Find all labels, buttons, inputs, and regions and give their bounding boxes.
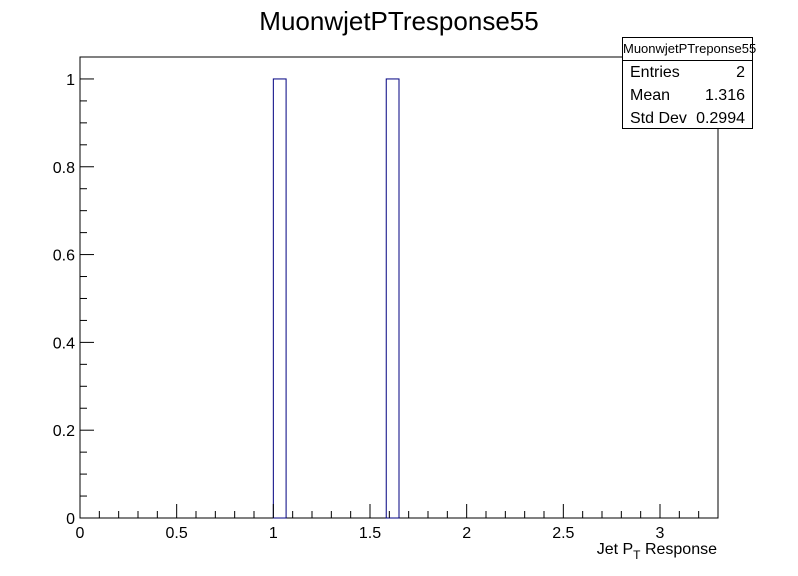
- y-tick-label: 0.2: [53, 423, 75, 440]
- x-axis: 0 0.5 1 1.5 2 2.5 3: [76, 504, 719, 542]
- stats-label: Std Dev: [630, 110, 687, 127]
- y-axis: 0 0.2 0.4 0.6 0.8 1: [53, 72, 94, 528]
- stats-box: MuonwjetPTreponse55 Entries 2 Mean 1.316…: [622, 37, 756, 130]
- stats-value: 2: [736, 64, 745, 81]
- x-tick-label: 2.5: [552, 525, 574, 542]
- stats-title: MuonwjetPTreponse55: [623, 38, 756, 61]
- stats-label: Entries: [630, 64, 680, 81]
- stats-row-mean: Mean 1.316: [623, 84, 752, 107]
- stats-row-stddev: Std Dev 0.2994: [623, 107, 752, 130]
- x-tick-label: 1: [269, 525, 278, 542]
- stats-row-entries: Entries 2: [623, 61, 752, 84]
- x-tick-label: 0: [76, 525, 85, 542]
- y-tick-label: 0.8: [53, 160, 75, 177]
- y-tick-label: 1: [66, 72, 75, 89]
- histogram-bar: [272, 78, 287, 519]
- histogram-bars: [272, 78, 400, 519]
- x-tick-label: 0.5: [166, 525, 188, 542]
- x-tick-label: 2: [462, 525, 471, 542]
- stats-value: 0.2994: [696, 110, 745, 127]
- y-tick-label: 0.4: [53, 335, 75, 352]
- histogram-bar: [385, 78, 400, 519]
- x-tick-label: 3: [656, 525, 665, 542]
- x-axis-label: Jet PT Response: [597, 541, 717, 562]
- y-tick-label: 0: [66, 511, 75, 528]
- stats-value: 1.316: [704, 87, 745, 104]
- y-tick-label: 0.6: [53, 248, 75, 265]
- stats-label: Mean: [630, 87, 671, 104]
- chart-title: MuonwjetPTresponse55: [259, 6, 538, 36]
- x-tick-label: 1.5: [359, 525, 381, 542]
